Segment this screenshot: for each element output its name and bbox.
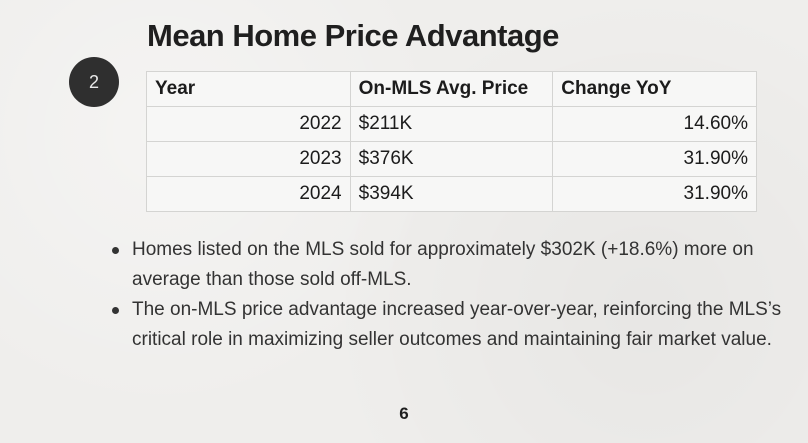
header-change-yoy: Change YoY <box>552 71 757 107</box>
cell-avg-price: $211K <box>349 106 554 142</box>
cell-change-yoy: 14.60% <box>552 106 757 142</box>
cell-avg-price: $376K <box>349 141 554 177</box>
cell-year: 2024 <box>146 176 351 212</box>
cell-year: 2022 <box>146 106 351 142</box>
table-header-row: Year On-MLS Avg. Price Change YoY <box>146 71 757 107</box>
price-table: Year On-MLS Avg. Price Change YoY 2022 $… <box>146 71 757 212</box>
bullet-item: Homes listed on the MLS sold for approxi… <box>112 235 792 295</box>
table-row: 2023 $376K 31.90% <box>146 141 757 177</box>
cell-year: 2023 <box>146 141 351 177</box>
table-row: 2022 $211K 14.60% <box>146 106 757 142</box>
table-row: 2024 $394K 31.90% <box>146 176 757 212</box>
step-number-badge: 2 <box>69 57 119 107</box>
cell-change-yoy: 31.90% <box>552 176 757 212</box>
bullet-item: The on-MLS price advantage increased yea… <box>112 295 792 355</box>
header-year: Year <box>146 71 351 107</box>
cell-change-yoy: 31.90% <box>552 141 757 177</box>
bullet-list: Homes listed on the MLS sold for approxi… <box>112 235 792 355</box>
page-title: Mean Home Price Advantage <box>147 18 559 53</box>
header-avg-price: On-MLS Avg. Price <box>349 71 554 107</box>
cell-avg-price: $394K <box>349 176 554 212</box>
page-number: 6 <box>399 404 409 423</box>
